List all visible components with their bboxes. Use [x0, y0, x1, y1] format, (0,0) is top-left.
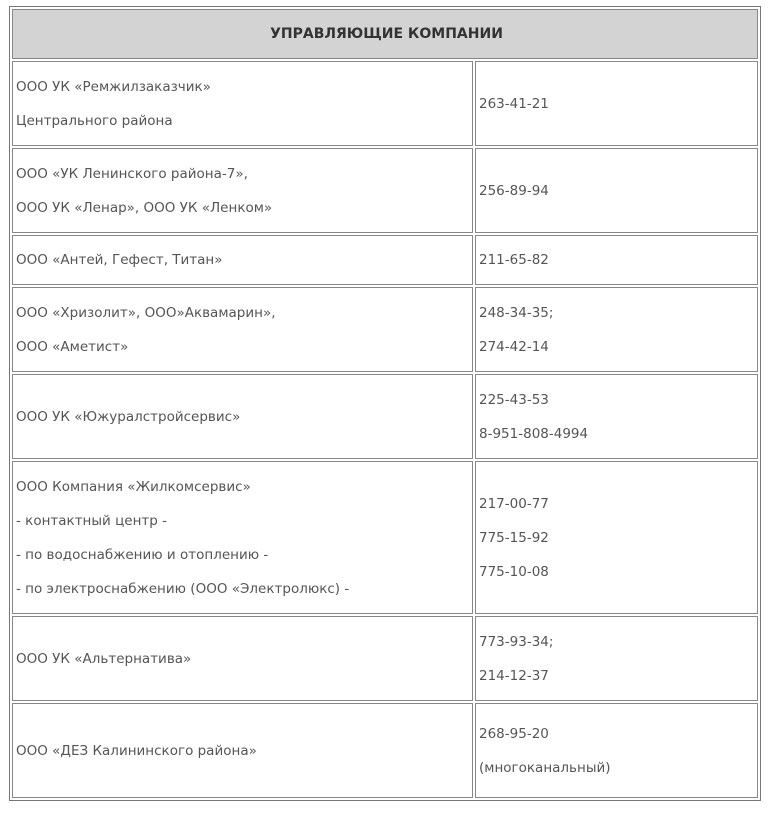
company-name-line: - контактный центр -: [16, 512, 168, 529]
phone-cell: 225-43-53 8-951-808-4994: [475, 374, 758, 459]
table-row: ООО УК «Альтернатива» 773-93-34; 214-12-37: [12, 616, 758, 701]
company-cell: ООО «Антей, Гефест, Титан»: [12, 235, 473, 285]
company-name-line: Центрального района: [16, 112, 173, 129]
table-row: ООО УК «Ремжилзаказчик» Центрального райо…: [12, 61, 758, 146]
company-name-line: ООО «Антей, Гефест, Титан»: [16, 252, 223, 268]
companies-table: УПРАВЛЯЮЩИЕ КОМПАНИИ ООО УК «Ремжилзаказ…: [9, 6, 761, 801]
phone-number: 263-41-21: [479, 95, 549, 112]
company-cell: ООО «Хризолит», ООО»Аквамарин», ООО «Амет…: [12, 287, 473, 372]
company-name-line: ООО «Аметист»: [16, 338, 129, 355]
company-name-line: ООО УК «Ленар», ООО УК «Ленком»: [16, 199, 273, 216]
table-row: ООО «Хризолит», ООО»Аквамарин», ООО «Амет…: [12, 287, 758, 372]
phone-number: 214-12-37: [479, 667, 549, 684]
phone-number: 773-93-34;: [479, 633, 554, 650]
company-cell: ООО «УК Ленинского района-7», ООО УК «Лен…: [12, 148, 473, 233]
table-row: ООО «УК Ленинского района-7», ООО УК «Лен…: [12, 148, 758, 233]
company-cell: ООО УК «Альтернатива»: [12, 616, 473, 701]
phone-cell: 773-93-34; 214-12-37: [475, 616, 758, 701]
phone-number: 268-95-20: [479, 725, 549, 742]
company-name-line: ООО «ДЕЗ Калининского района»: [16, 742, 257, 759]
phone-number: 211-65-82: [479, 252, 549, 268]
table-row: ООО «ДЕЗ Калининского района» 268-95-20 (м…: [12, 703, 758, 798]
company-name-line: ООО УК «Альтернатива»: [16, 650, 192, 667]
company-name-line: ООО УК «Ремжилзаказчик»: [16, 78, 211, 95]
company-name-line: ООО УК «Южуралстройсервис»: [16, 408, 241, 425]
phone-cell: 268-95-20 (многоканальный): [475, 703, 758, 798]
company-name-line: - по электроснабжению (ООО «Электролюкс)…: [16, 580, 350, 597]
phone-cell: 217-00-77 775-15-92 775-10-08: [475, 461, 758, 614]
company-cell: ООО УК «Южуралстройсервис»: [12, 374, 473, 459]
table-row: ООО УК «Южуралстройсервис» 225-43-53 8-951…: [12, 374, 758, 459]
phone-number: 8-951-808-4994: [479, 425, 589, 442]
phone-cell: 256-89-94: [475, 148, 758, 233]
phone-number: (многоканальный): [479, 759, 611, 776]
company-cell: ООО «ДЕЗ Калининского района»: [12, 703, 473, 798]
company-name-line: ООО Компания «Жилкомсервис»: [16, 478, 251, 495]
table-row: ООО «Антей, Гефест, Титан» 211-65-82: [12, 235, 758, 285]
table-row: ООО Компания «Жилкомсервис» - контактный …: [12, 461, 758, 614]
phone-cell: 263-41-21: [475, 61, 758, 146]
phone-cell: 248-34-35; 274-42-14: [475, 287, 758, 372]
phone-number: 274-42-14: [479, 338, 549, 355]
phone-number: 775-15-92: [479, 529, 549, 546]
company-name-line: ООО «Хризолит», ООО»Аквамарин»,: [16, 304, 276, 321]
company-name-line: ООО «УК Ленинского района-7»,: [16, 165, 248, 182]
company-name-line: - по водоснабжению и отоплению -: [16, 546, 269, 563]
table-header: УПРАВЛЯЮЩИЕ КОМПАНИИ: [12, 9, 758, 59]
phone-number: 217-00-77: [479, 495, 549, 512]
company-cell: ООО Компания «Жилкомсервис» - контактный …: [12, 461, 473, 614]
phone-number: 225-43-53: [479, 391, 549, 408]
phone-cell: 211-65-82: [475, 235, 758, 285]
phone-number: 775-10-08: [479, 563, 549, 580]
phone-number: 256-89-94: [479, 182, 549, 199]
company-cell: ООО УК «Ремжилзаказчик» Центрального райо…: [12, 61, 473, 146]
phone-number: 248-34-35;: [479, 304, 554, 321]
